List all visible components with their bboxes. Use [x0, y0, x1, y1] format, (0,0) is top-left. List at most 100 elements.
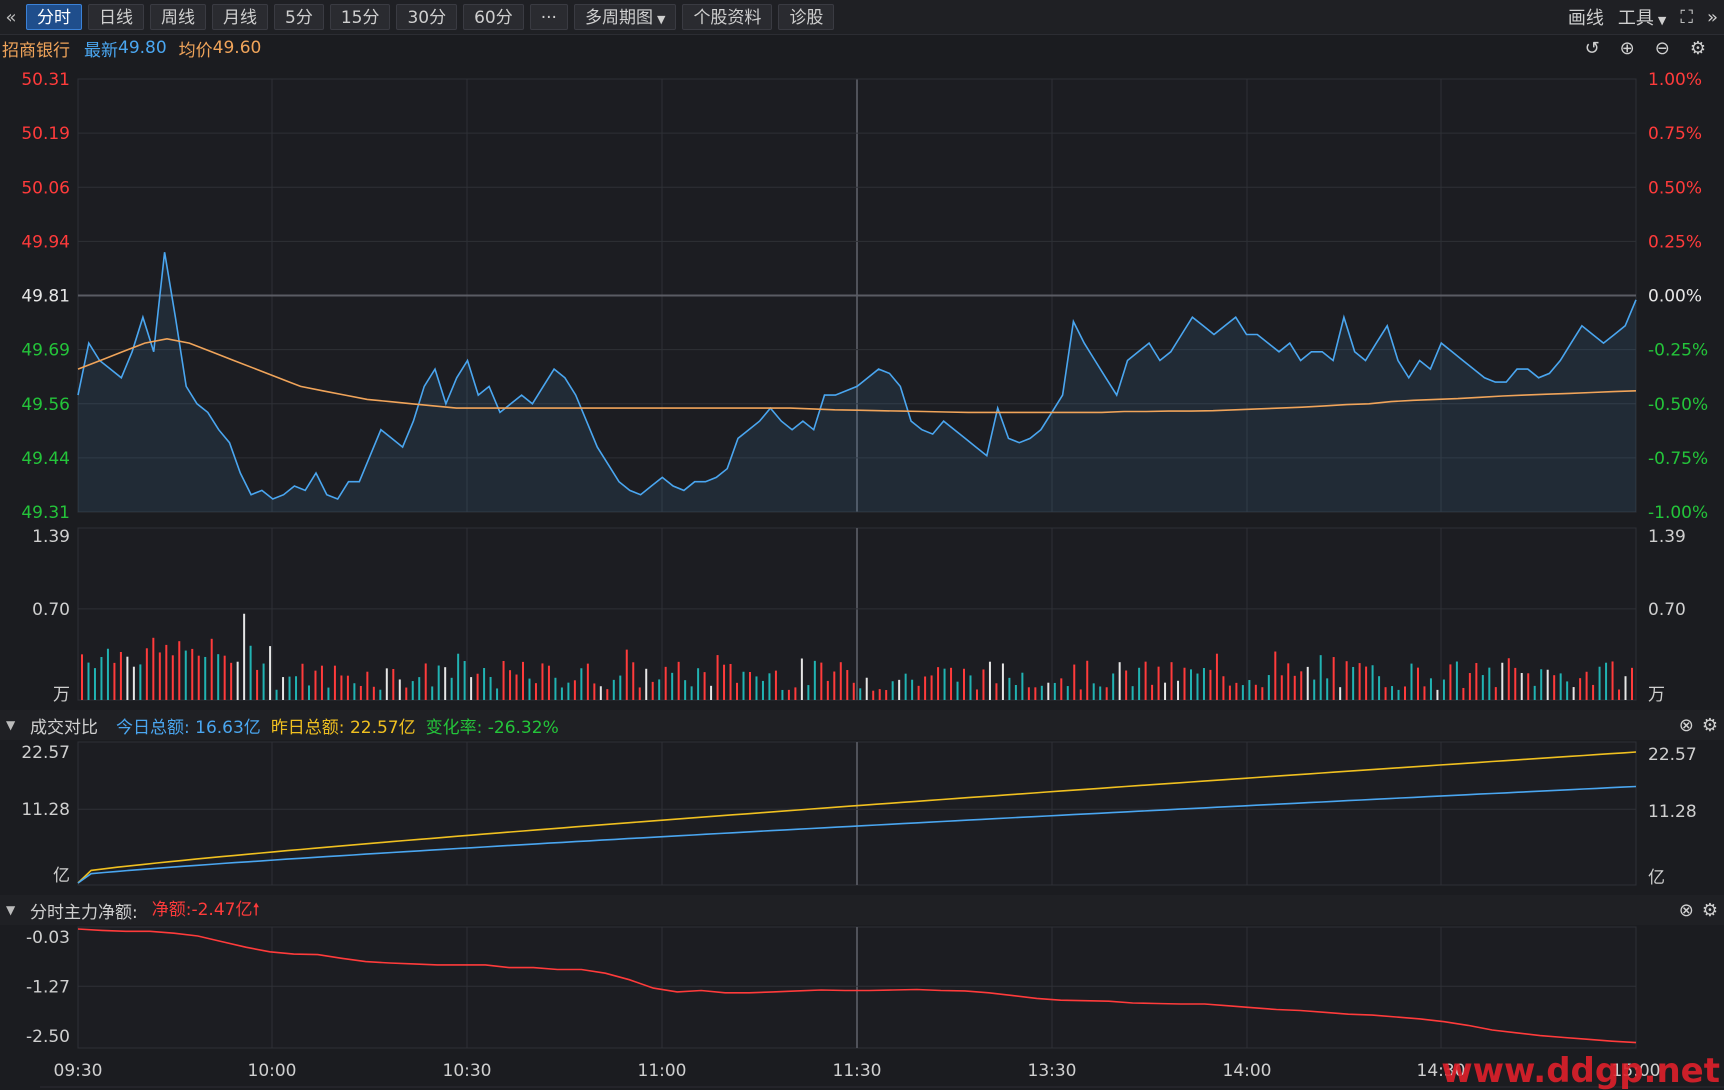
today-total-line [77, 785, 1637, 884]
panel-settings-icon[interactable]: ⚙ [1701, 899, 1718, 921]
turnover-tick-left: 11.28 [21, 800, 70, 820]
tab-6[interactable]: 30分 [396, 4, 458, 30]
turnover-panel-header: ▼ 成交对比 今日总额: 16.63亿 昨日总额: 22.57亿 变化率: -2… [0, 710, 1724, 740]
flow-tick-left: -1.27 [26, 977, 70, 997]
volume-tick-left: 万 [53, 685, 70, 705]
time-axis-label: 09:30 [54, 1061, 103, 1081]
stock-name: 招商银行 [2, 40, 70, 61]
latest-price-value: 49.80 [118, 38, 167, 58]
time-axis-label: 11:30 [833, 1061, 882, 1081]
flow-tick-left: -2.50 [26, 1027, 70, 1047]
change-rate: 变化率: -26.32% [426, 713, 559, 738]
net-amount: 净额:-2.47亿🠕 [152, 895, 260, 926]
today-total-label: 今日总额: [116, 717, 190, 738]
latest-price-label: 最新 [84, 40, 118, 61]
turnover-tick-left: 亿 [53, 866, 70, 886]
tab-0[interactable]: 分时 [26, 4, 82, 30]
panel-frame-vol [77, 527, 1637, 701]
pct-tick-right: 0.75% [1648, 124, 1702, 144]
avg-price-line [77, 337, 1637, 414]
time-axis-label: 14:00 [1223, 1061, 1272, 1081]
turnover-title: 成交对比 [30, 717, 98, 738]
draw-line-button[interactable]: 画线 [1567, 8, 1604, 29]
toolbar-right: 画线 工具 ▼ ⛶ » [1568, 0, 1718, 34]
today-total: 今日总额: 16.63亿 [116, 713, 261, 738]
flow-title: 分时主力净额: [30, 902, 138, 923]
collapse-caret-icon[interactable]: ▼ [6, 903, 16, 917]
tools-dropdown-icon: ▼ [1657, 14, 1667, 27]
collapse-caret-icon[interactable]: ▼ [6, 718, 16, 732]
tab-2[interactable]: 周线 [150, 4, 206, 30]
yesterday-total: 昨日总额: 22.57亿 [271, 713, 416, 738]
chart-controls: ↺ ⊕ ⊖ ⚙ [1585, 38, 1718, 59]
volume-tick-right: 0.70 [1648, 600, 1686, 620]
flow-panel-header: ▼ 分时主力净额: 净额:-2.47亿🠕 ⊗ ⚙ [0, 895, 1724, 925]
tab-8[interactable]: ··· [529, 4, 568, 30]
price-tick-left: 49.81 [21, 287, 70, 307]
toolbar-next-icon[interactable]: » [1706, 6, 1718, 28]
time-axis-label: 13:30 [1028, 1061, 1077, 1081]
price-tick-left: 49.56 [21, 395, 70, 415]
net-amount-label: 净额: [151, 899, 192, 920]
price-tick-left: 50.31 [21, 70, 70, 90]
reset-icon[interactable]: ↺ [1584, 37, 1600, 59]
avg-price-label: 均价 [178, 40, 213, 61]
tools-label: 工具 [1617, 8, 1654, 29]
today-total-value: 16.63亿 [195, 717, 261, 738]
tab-9[interactable]: 多周期图 ▼ [573, 4, 677, 30]
price-tick-left: 49.31 [21, 503, 70, 523]
time-axis-label: 10:30 [443, 1061, 492, 1081]
price-tick-left: 50.19 [21, 124, 70, 144]
pct-tick-right: 0.00% [1648, 287, 1702, 307]
price-tick-left: 50.06 [21, 178, 70, 198]
price-tick-left: 49.69 [21, 341, 70, 361]
tab-7[interactable]: 60分 [463, 4, 524, 30]
tab-4[interactable]: 5分 [274, 4, 324, 30]
time-axis-label: 10:00 [248, 1061, 297, 1081]
volume-tick-right: 万 [1648, 685, 1665, 705]
tab-3[interactable]: 月线 [212, 4, 268, 30]
flow-panel-controls: ⊗ ⚙ [1679, 900, 1718, 921]
time-axis-label: 11:00 [638, 1061, 687, 1081]
pct-tick-right: 0.50% [1648, 178, 1702, 198]
turnover-tick-right: 22.57 [1648, 745, 1697, 765]
time-axis-label: 14:30 [1417, 1061, 1466, 1081]
tab-5[interactable]: 15分 [329, 4, 391, 30]
time-axis-label: 15:00 [1612, 1061, 1661, 1081]
yesterday-total-value: 22.57亿 [349, 717, 416, 738]
tools-button[interactable]: 工具 ▼ [1618, 4, 1666, 30]
net-amount-value: -2.47亿 [191, 899, 253, 920]
price-line [77, 252, 1637, 500]
price-tick-left: 49.44 [21, 449, 70, 469]
pct-tick-right: -0.25% [1648, 341, 1708, 361]
price-area [78, 252, 1636, 512]
zoom-out-icon[interactable]: ⊖ [1654, 37, 1670, 59]
turnover-panel-controls: ⊗ ⚙ [1679, 715, 1718, 736]
zoom-in-icon[interactable]: ⊕ [1619, 37, 1635, 59]
fullscreen-icon[interactable]: ⛶ [1680, 6, 1693, 28]
tab-10[interactable]: 个股资料 [682, 4, 773, 30]
yesterday-total-label: 昨日总额: [270, 717, 345, 738]
price-tick-left: 49.94 [21, 232, 70, 252]
panel-frame-price [77, 78, 1637, 513]
avg-price-value: 49.60 [212, 38, 262, 58]
volume-tick-left: 1.39 [32, 527, 70, 547]
panel-settings-icon[interactable]: ⚙ [1701, 714, 1718, 736]
pct-tick-right: 0.25% [1648, 232, 1702, 252]
pct-tick-right: -0.75% [1648, 449, 1708, 469]
tab-1[interactable]: 日线 [88, 4, 144, 30]
toolbar-prev-icon[interactable]: « [5, 6, 17, 28]
period-tabs: 分时 日线 周线 月线 5分 15分 30分 60分 ··· 多周期图 ▼ 个股资料 诊股 [26, 4, 835, 30]
pct-tick-right: 1.00% [1648, 70, 1702, 90]
net-flow-line [77, 928, 1637, 1044]
period-toolbar: « 分时 日线 周线 月线 5分 15分 30分 60分 ··· 多周期图 ▼ 个股资料 诊股 画线 工… [0, 0, 1724, 35]
turnover-tick-right: 亿 [1648, 868, 1665, 888]
flow-tick-left: -0.03 [26, 928, 70, 948]
settings-gear-icon[interactable]: ⚙ [1689, 37, 1706, 59]
tab-11[interactable]: 诊股 [778, 4, 835, 30]
watermark: www.ddgp.net [1441, 1051, 1720, 1090]
close-panel-icon[interactable]: ⊗ [1678, 714, 1694, 736]
volume-tick-left: 0.70 [32, 600, 70, 620]
close-panel-icon[interactable]: ⊗ [1678, 899, 1694, 921]
